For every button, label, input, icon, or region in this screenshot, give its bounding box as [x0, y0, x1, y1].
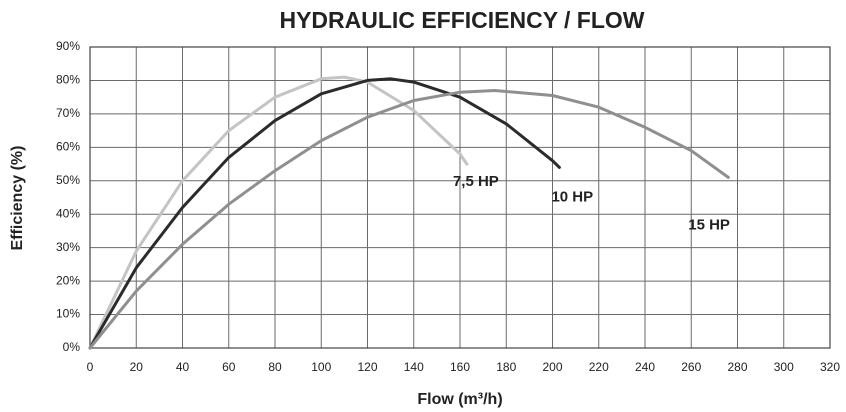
x-tick-label: 260	[681, 360, 701, 374]
series-label: 7,5 HP	[453, 173, 499, 190]
y-tick-label: 30%	[56, 240, 80, 254]
x-tick-label: 20	[130, 360, 144, 374]
x-tick-label: 80	[268, 360, 282, 374]
y-tick-label: 60%	[56, 140, 80, 154]
x-axis-label: Flow (m³/h)	[417, 391, 502, 408]
y-axis-label: Efficiency (%)	[9, 146, 26, 251]
y-tick-label: 50%	[56, 173, 80, 187]
y-tick-label: 20%	[56, 273, 80, 287]
series-line	[88, 77, 561, 350]
x-tick-label: 140	[404, 360, 424, 374]
x-tick-label: 320	[820, 360, 840, 374]
y-tick-label: 10%	[56, 307, 80, 321]
x-tick-label: 300	[774, 360, 794, 374]
y-tick-label: 40%	[56, 206, 80, 220]
plot-border	[89, 46, 831, 349]
x-tick-label: 220	[589, 360, 609, 374]
x-tick-label: 280	[727, 360, 747, 374]
series-line	[88, 75, 469, 350]
series-line	[88, 89, 730, 350]
y-tick-label: 0%	[63, 340, 81, 354]
chart-title: HYDRAULIC EFFICIENCY / FLOW	[279, 7, 644, 33]
y-tick-label: 90%	[56, 39, 80, 53]
series-label: 10 HP	[551, 188, 593, 205]
x-tick-label: 120	[357, 360, 377, 374]
x-tick-label: 180	[496, 360, 516, 374]
x-tick-label: 0	[87, 360, 94, 374]
y-tick-label: 80%	[56, 73, 80, 87]
x-tick-label: 160	[450, 360, 470, 374]
y-tick-label: 70%	[56, 106, 80, 120]
x-tick-label: 60	[222, 360, 236, 374]
x-tick-label: 100	[311, 360, 331, 374]
x-tick-label: 240	[635, 360, 655, 374]
x-tick-label: 40	[176, 360, 190, 374]
series-label: 15 HP	[688, 216, 730, 233]
x-tick-label: 200	[542, 360, 562, 374]
